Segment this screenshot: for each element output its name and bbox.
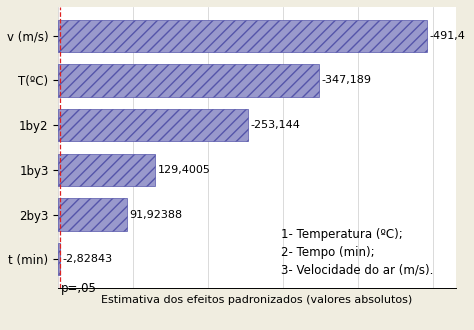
Bar bbox=[58, 154, 155, 186]
Text: p=,05: p=,05 bbox=[60, 281, 96, 295]
Text: -2,82843: -2,82843 bbox=[63, 254, 113, 264]
Text: 129,4005: 129,4005 bbox=[158, 165, 210, 175]
Bar bbox=[58, 64, 319, 97]
Text: 1- Temperatura (ºC);
2- Tempo (min);
3- Velocidade do ar (m/s).: 1- Temperatura (ºC); 2- Tempo (min); 3- … bbox=[281, 228, 433, 277]
Text: -491,4: -491,4 bbox=[429, 31, 465, 41]
Bar bbox=[58, 20, 427, 52]
Bar bbox=[58, 109, 248, 141]
X-axis label: Estimativa dos efeitos padronizados (valores absolutos): Estimativa dos efeitos padronizados (val… bbox=[101, 295, 413, 305]
Bar bbox=[58, 243, 60, 275]
Bar bbox=[58, 198, 127, 231]
Text: 91,92388: 91,92388 bbox=[129, 210, 182, 219]
Text: -347,189: -347,189 bbox=[321, 76, 371, 85]
Text: -253,144: -253,144 bbox=[250, 120, 301, 130]
